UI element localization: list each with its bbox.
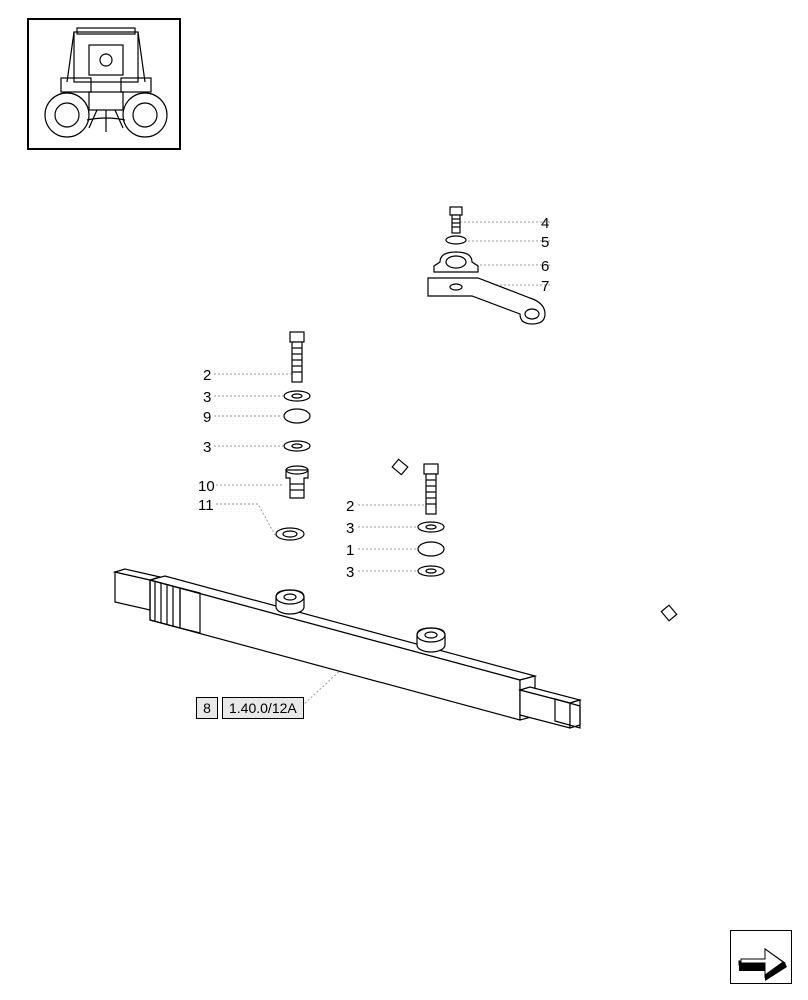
callout-9: 9 [203, 409, 211, 426]
callout-3-right-a: 3 [346, 520, 354, 537]
hydraulic-cylinder [115, 569, 580, 728]
bracket-assembly [428, 207, 545, 324]
callout-3-left-b: 3 [203, 439, 211, 456]
callout-7: 7 [541, 278, 549, 295]
callout-1: 1 [346, 542, 354, 559]
callout-11: 11 [198, 497, 214, 514]
callout-2-right: 2 [346, 498, 354, 515]
callout-3-left-a: 3 [203, 389, 211, 406]
callout-5: 5 [541, 234, 549, 251]
ref-code-box: 1.40.0/12A [222, 697, 304, 719]
callout-6: 6 [541, 258, 549, 275]
right-pipe-assembly [418, 464, 677, 621]
callout-4: 4 [541, 215, 549, 232]
callout-3-right-b: 3 [346, 564, 354, 581]
callout-10: 10 [198, 478, 215, 495]
left-pipe-assembly [276, 332, 408, 540]
next-page-icon[interactable] [730, 930, 792, 984]
ref-num-8: 8 [196, 697, 218, 719]
main-diagram-svg [0, 0, 808, 1000]
callout-2-left: 2 [203, 367, 211, 384]
